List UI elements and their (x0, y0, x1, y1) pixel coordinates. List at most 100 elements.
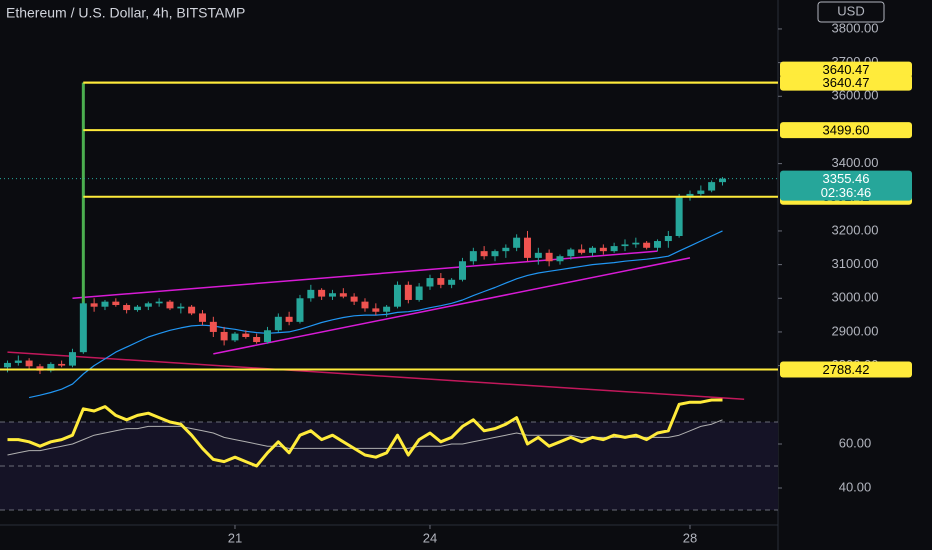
candle-body (664, 235, 672, 242)
candle-body (318, 289, 326, 297)
last-price-label: 3355.46 (823, 171, 870, 186)
candle-body (567, 249, 575, 257)
candle-body (686, 193, 694, 198)
rsi-line (7, 398, 723, 468)
rsi-ma (7, 419, 723, 456)
candle-body (36, 366, 44, 371)
candle-body (209, 321, 217, 332)
price-label: 2788.42 (823, 362, 870, 377)
currency-box (817, 1, 885, 23)
candle-body (155, 301, 163, 304)
plot (0, 81, 778, 511)
x-tick-label: 21 (228, 530, 242, 545)
candle-body (534, 252, 542, 258)
y-tick-label: 3100.00 (832, 256, 879, 271)
candle-body (643, 242, 651, 248)
chart-title: Ethereum / U.S. Dollar, 4h, BITSTAMP (6, 5, 245, 21)
candle-body (253, 336, 261, 343)
candle-body (675, 197, 683, 236)
candle-body (231, 333, 239, 341)
candle-body (393, 284, 401, 307)
candle-body (133, 306, 141, 311)
candle-body (177, 306, 185, 309)
price-label: 3640.47 (823, 62, 870, 77)
candle-body (513, 237, 521, 248)
candle-body (188, 306, 196, 314)
candle-body (242, 333, 250, 337)
candle-body (90, 303, 98, 307)
candle-body (339, 293, 347, 297)
rsi-tick-label: 40.00 (839, 479, 872, 494)
currency: USD (837, 3, 864, 18)
candle-body (404, 284, 412, 300)
candle-body (718, 178, 726, 183)
candle-body (58, 363, 66, 366)
price-label-box (780, 61, 912, 78)
y-tick-label: 3200.00 (832, 222, 879, 237)
candle-body (653, 241, 661, 248)
candle-body (588, 247, 596, 253)
candle-body (372, 308, 380, 312)
candle-body (578, 249, 586, 253)
candle-body (68, 352, 76, 366)
price-label: 3499.60 (823, 123, 870, 138)
candle-body (3, 362, 11, 368)
candle-body (361, 301, 369, 309)
price-label: 3640.47 (823, 75, 870, 90)
candle-body (491, 251, 499, 257)
candle-body (274, 316, 282, 331)
price-label-box (780, 74, 912, 91)
last-price-box (780, 170, 912, 201)
candle-body (25, 360, 33, 367)
candle-body (383, 306, 391, 312)
y-tick-label: 3800.00 (832, 20, 879, 35)
countdown: 02:36:46 (821, 185, 872, 200)
candle-body (14, 360, 22, 363)
trendline (213, 257, 691, 355)
candle-body (144, 303, 152, 307)
candle-body (610, 246, 618, 252)
y-tick-label: 3400.00 (832, 155, 879, 170)
x-tick-label: 28 (683, 530, 697, 545)
candle-body (220, 331, 228, 341)
rsi-tick-label: 60.00 (839, 435, 872, 450)
candle-body (296, 298, 304, 322)
x-tick-label: 24 (423, 530, 437, 545)
candle-body (708, 182, 716, 191)
candle-body (123, 305, 131, 311)
candle-body (458, 261, 466, 280)
candle-body (101, 301, 109, 307)
candle-body (415, 286, 423, 300)
y-tick-label: 2900.00 (832, 323, 879, 338)
candle-body (426, 278, 434, 287)
candle-body (263, 330, 271, 343)
candle-body (599, 247, 607, 252)
candle-body (47, 363, 55, 371)
candle-body (523, 237, 531, 258)
y-tick-label: 3000.00 (832, 290, 879, 305)
trendline (7, 351, 745, 401)
candle-body (285, 316, 293, 322)
candle-body (632, 242, 640, 245)
candle-body (166, 301, 174, 309)
candle-body (198, 313, 206, 322)
candle-body (621, 244, 629, 247)
candle-body (79, 303, 87, 353)
y-tick-label: 3600.00 (832, 88, 879, 103)
price-label-box (780, 122, 912, 139)
candle-body (480, 251, 488, 257)
candle-body (328, 293, 336, 297)
price-label-box (780, 361, 912, 378)
candle-body (448, 279, 456, 285)
candle-body (545, 252, 553, 262)
candle-body (112, 301, 120, 306)
candle-body (350, 296, 358, 302)
candle-body (437, 278, 445, 285)
candle-body (307, 289, 315, 299)
candle-body (502, 247, 510, 252)
candle-body (556, 256, 564, 262)
candle-body (469, 251, 477, 262)
candle-body (697, 190, 705, 194)
